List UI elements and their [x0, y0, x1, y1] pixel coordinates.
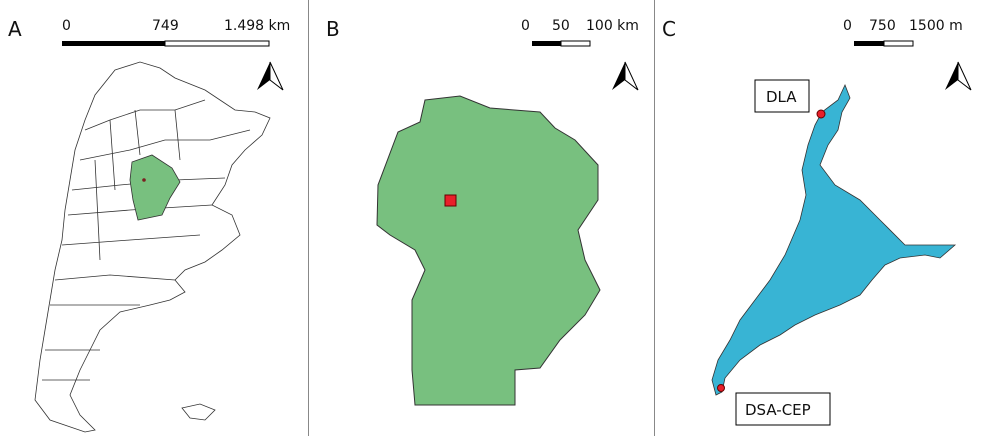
site-marker — [816, 109, 826, 119]
panel-a: A 0 749 1.498 km — [8, 17, 290, 433]
site-marker — [717, 384, 725, 392]
reservoir-lake — [711, 83, 957, 396]
scale-bar — [532, 40, 591, 47]
scale-tick: 1.498 km — [224, 18, 290, 34]
scale-tick: 749 — [152, 18, 179, 34]
site-label: DSA-CEP — [745, 401, 811, 419]
site-dsa-cep: DSA-CEP — [717, 384, 831, 426]
scale-tick: 0 — [843, 18, 852, 34]
panel-label: C — [662, 17, 676, 41]
scale-bar — [62, 40, 270, 47]
scale-tick: 100 km — [586, 18, 639, 34]
scale-tick: 50 — [552, 18, 570, 34]
scale-tick: 0 — [62, 18, 71, 34]
panel-label: B — [326, 17, 340, 41]
scale-tick: 750 — [869, 18, 896, 34]
panel-c: C 0 750 1500 m DLA DSA-CEP — [662, 17, 972, 426]
north-arrow-icon — [945, 61, 972, 91]
cordoba-province — [376, 95, 601, 406]
site-dla: DLA — [754, 79, 826, 119]
study-area-marker — [444, 194, 457, 207]
north-arrow-icon — [257, 61, 284, 91]
site-marker — [142, 178, 146, 182]
scale-bar — [854, 40, 914, 47]
site-label: DLA — [766, 88, 797, 106]
cordoba-highlight — [129, 154, 181, 221]
argentina-map — [34, 61, 271, 433]
panel-b: B 0 50 100 km — [326, 17, 639, 406]
scale-tick: 1500 m — [909, 18, 963, 34]
north-arrow-icon — [612, 61, 639, 91]
scale-tick: 0 — [521, 18, 530, 34]
panel-label: A — [8, 17, 22, 41]
